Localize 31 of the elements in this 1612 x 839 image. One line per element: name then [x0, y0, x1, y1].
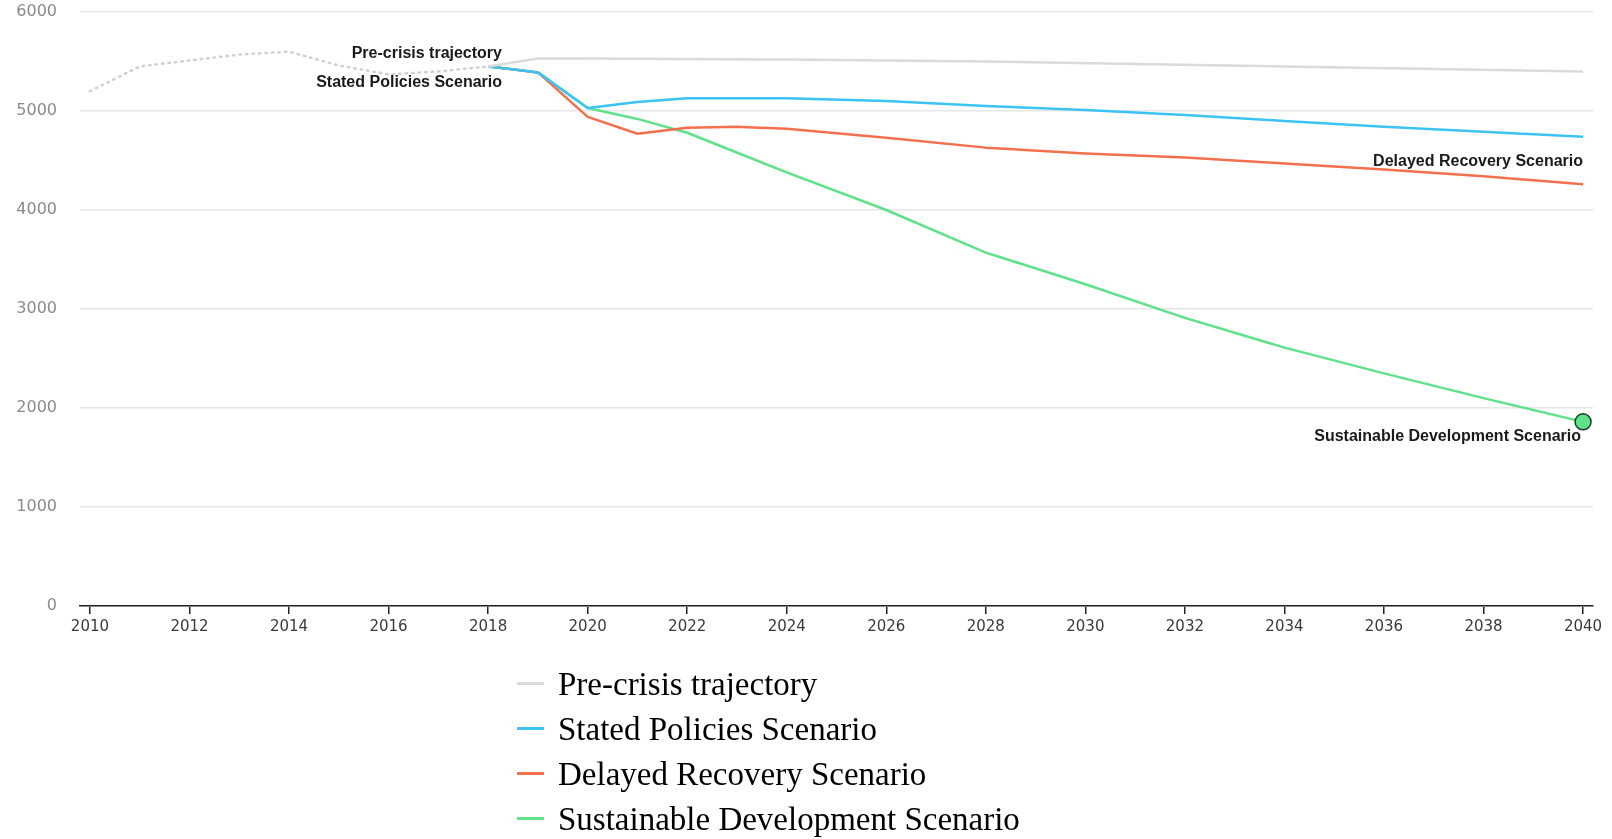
y-tick-label: 5000 [16, 100, 57, 120]
y-tick-label: 3000 [16, 298, 57, 318]
legend-label: Delayed Recovery Scenario [558, 754, 927, 793]
x-tick-label: 2040 [1563, 616, 1603, 635]
x-tick-label: 2022 [668, 616, 707, 635]
x-tick-label: 2024 [767, 616, 806, 635]
annotation: Delayed Recovery Scenario [1373, 152, 1584, 170]
y-tick-label: 0 [46, 595, 57, 615]
annotation: Pre-crisis trajectory [351, 44, 503, 62]
y-tick-label: 1000 [16, 496, 57, 516]
y-tick-label: 2000 [16, 397, 57, 417]
x-tick-label: 2030 [1066, 616, 1105, 635]
x-tick-label: 2028 [966, 616, 1005, 635]
x-tick-label: 2010 [70, 616, 110, 635]
x-tick-label: 2034 [1265, 616, 1304, 635]
x-tick-label: 2026 [867, 616, 906, 635]
x-tick-label: 2020 [568, 616, 607, 635]
legend-label: Pre-crisis trajectory [558, 664, 818, 703]
x-tick-label: 2012 [170, 616, 209, 635]
x-tick-label: 2036 [1364, 616, 1404, 635]
x-tick-label: 2016 [369, 616, 408, 635]
x-tick-label: 2032 [1165, 616, 1204, 635]
y-tick-label: 6000 [16, 1, 57, 21]
legend-label: Sustainable Development Scenario [558, 799, 1020, 838]
annotation: Stated Policies Scenario [316, 73, 503, 91]
x-tick-label: 2038 [1464, 616, 1503, 635]
legend-label: Stated Policies Scenario [558, 709, 877, 748]
x-tick-label: 2014 [269, 616, 309, 635]
x-tick-label: 2018 [469, 616, 508, 635]
y-tick-label: 4000 [16, 199, 57, 219]
annotation: Sustainable Development Scenario [1314, 427, 1582, 445]
